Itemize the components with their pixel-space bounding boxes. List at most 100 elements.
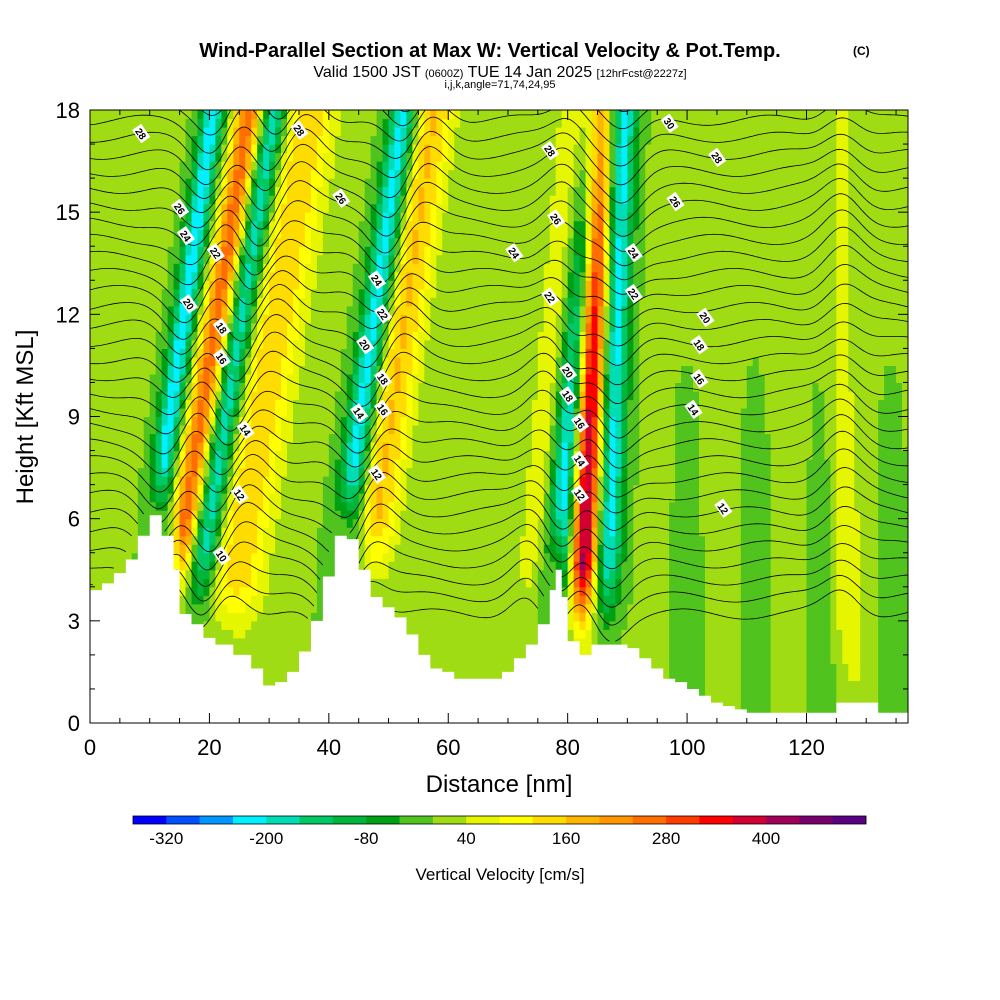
field-cell bbox=[442, 263, 449, 273]
field-cell bbox=[173, 246, 181, 256]
field-cell bbox=[149, 331, 157, 341]
field-cell bbox=[454, 595, 461, 605]
field-cell bbox=[143, 433, 151, 443]
field-cell bbox=[281, 390, 288, 401]
field-cell bbox=[293, 663, 300, 673]
field-cell bbox=[436, 450, 443, 460]
field-cell bbox=[191, 161, 199, 171]
field-cell bbox=[466, 186, 473, 196]
field-cell bbox=[167, 331, 175, 341]
field-cell bbox=[322, 331, 330, 341]
field-cell bbox=[143, 195, 151, 205]
field-cell bbox=[418, 629, 425, 639]
field-cell bbox=[269, 612, 276, 622]
field-cell bbox=[137, 161, 145, 171]
field-cell bbox=[460, 390, 467, 401]
field-cell bbox=[131, 263, 139, 273]
field-cell bbox=[346, 339, 354, 349]
field-cell bbox=[460, 254, 467, 264]
field-cell bbox=[161, 152, 169, 162]
field-cell bbox=[281, 484, 288, 494]
field-cell bbox=[322, 356, 330, 367]
field-cell bbox=[490, 152, 497, 162]
field-cell bbox=[203, 527, 211, 537]
field-cell bbox=[173, 399, 181, 409]
field-cell bbox=[90, 339, 97, 349]
field-cell bbox=[454, 510, 461, 520]
field-cell bbox=[251, 356, 258, 367]
field-cell bbox=[448, 484, 455, 494]
field-cell bbox=[275, 127, 282, 137]
field-cell bbox=[275, 493, 282, 503]
field-cell bbox=[293, 135, 300, 145]
field-cell bbox=[454, 433, 461, 443]
field-cell bbox=[418, 203, 425, 213]
field-cell bbox=[484, 510, 491, 520]
field-cell bbox=[358, 493, 366, 503]
field-cell bbox=[388, 348, 396, 358]
field-cell bbox=[298, 195, 306, 205]
field-cell bbox=[316, 484, 324, 494]
field-cell bbox=[257, 373, 264, 384]
field-cell bbox=[454, 501, 461, 511]
field-cell bbox=[448, 578, 455, 588]
field-cell bbox=[424, 152, 431, 162]
field-cell bbox=[334, 161, 342, 171]
field-cell bbox=[472, 203, 479, 213]
field-cell bbox=[221, 365, 228, 375]
field-cell bbox=[436, 186, 443, 196]
field-cell bbox=[215, 220, 222, 230]
field-cell bbox=[113, 288, 121, 298]
field-cell bbox=[382, 425, 390, 435]
field-cell bbox=[203, 263, 211, 273]
field-cell bbox=[424, 365, 431, 375]
field-cell bbox=[137, 518, 145, 528]
field-cell bbox=[137, 118, 145, 128]
field-cell bbox=[227, 331, 234, 341]
field-cell bbox=[113, 561, 121, 571]
field-cell bbox=[143, 356, 151, 367]
field-cell bbox=[215, 467, 222, 477]
field-cell bbox=[185, 161, 193, 171]
field-cell bbox=[436, 467, 443, 477]
field-cell bbox=[370, 365, 378, 375]
field-cell bbox=[251, 195, 258, 205]
field-cell bbox=[460, 493, 467, 503]
field-cell bbox=[101, 195, 109, 205]
field-cell bbox=[281, 263, 288, 273]
field-cell bbox=[370, 229, 378, 239]
field-cell bbox=[376, 135, 384, 145]
field-cell bbox=[107, 373, 115, 384]
field-cell bbox=[143, 450, 151, 460]
field-cell bbox=[113, 144, 121, 154]
field-cell bbox=[412, 254, 419, 264]
field-cell bbox=[478, 110, 485, 120]
field-cell bbox=[161, 220, 169, 230]
field-cell bbox=[454, 459, 461, 469]
field-cell bbox=[334, 271, 342, 281]
field-cell bbox=[484, 654, 491, 664]
field-cell bbox=[125, 271, 133, 281]
field-cell bbox=[418, 518, 425, 528]
field-cell bbox=[322, 399, 330, 409]
field-cell bbox=[436, 288, 443, 298]
field-cell bbox=[298, 518, 306, 528]
field-cell bbox=[173, 110, 181, 120]
field-cell bbox=[281, 297, 288, 307]
field-cell bbox=[436, 280, 443, 290]
field-cell bbox=[143, 425, 151, 435]
field-cell bbox=[490, 288, 497, 298]
field-cell bbox=[179, 212, 187, 222]
field-cell bbox=[155, 407, 163, 418]
field-cell bbox=[322, 237, 330, 247]
field-cell bbox=[125, 229, 133, 239]
field-cell bbox=[167, 365, 175, 375]
field-cell bbox=[430, 178, 437, 188]
field-cell bbox=[304, 629, 312, 639]
field-cell bbox=[251, 339, 258, 349]
field-cell bbox=[245, 152, 252, 162]
field-cell bbox=[496, 229, 503, 239]
field-cell bbox=[251, 110, 258, 120]
field-cell bbox=[275, 356, 282, 367]
field-cell bbox=[233, 612, 240, 622]
